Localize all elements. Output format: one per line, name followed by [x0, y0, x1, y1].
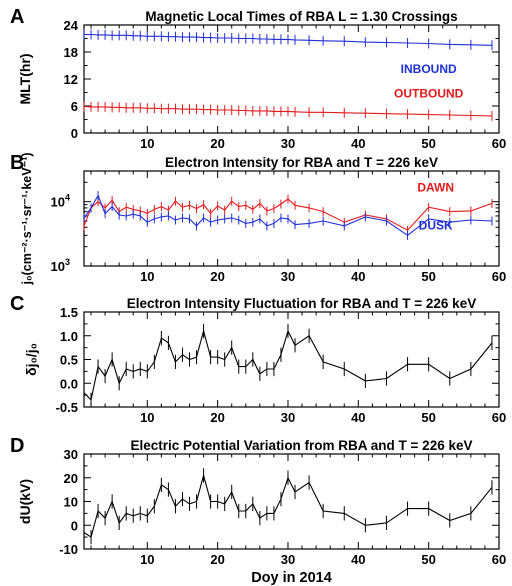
panel-letter: D [10, 435, 24, 457]
y-tick-label: 103 [51, 257, 70, 274]
x-tick-label: 50 [421, 136, 435, 151]
plot-frame [83, 311, 500, 408]
panel-letter: A [10, 6, 24, 28]
x-tick-label: 50 [421, 410, 435, 425]
y-axis-label: dU(kV) [17, 479, 33, 524]
y-tick-label: 6 [71, 99, 78, 114]
panel-letter: C [10, 293, 24, 315]
x-tick-label: 50 [421, 269, 435, 284]
x-tick-label: 30 [281, 136, 295, 151]
y-tick-label: 10 [64, 495, 78, 510]
x-tick-label: 60 [492, 269, 506, 284]
x-tick-label: 20 [210, 136, 224, 151]
legend-label: DUSK [419, 218, 453, 232]
y-tick-label: 0 [71, 126, 78, 141]
y-tick-label: 20 [64, 471, 78, 486]
x-tick-label: 60 [492, 552, 506, 567]
plot-frame [83, 453, 500, 550]
y-axis-label: MLT(hr) [17, 53, 33, 104]
legend-label: OUTBOUND [394, 86, 464, 100]
y-tick-label: 0 [71, 518, 78, 533]
y-tick-base: 10 [51, 195, 65, 210]
x-tick-label: 30 [281, 552, 295, 567]
legend-label: DAWN [417, 180, 454, 194]
y-tick-label: 1.0 [60, 329, 78, 344]
y-tick-label: 30 [64, 447, 78, 462]
panel-a: A Magnetic Local Times of RBA L = 1.30 Cr… [10, 6, 506, 151]
x-axis-label: Doy in 2014 [251, 570, 332, 586]
x-tick-label: 40 [351, 552, 365, 567]
x-tick-label: 30 [281, 269, 295, 284]
y-tick-label: 24 [64, 18, 79, 33]
series-inbound [83, 29, 493, 51]
y-tick-exp: 4 [65, 193, 70, 203]
x-tick-label: 20 [210, 269, 224, 284]
chart-title: Electron Intensity for RBA and T = 226 k… [165, 155, 438, 170]
chart-title: Magnetic Local Times of RBA L = 1.30 Cro… [145, 9, 457, 24]
x-tick-label: 10 [140, 552, 154, 567]
y-tick-label: 18 [64, 45, 78, 60]
x-tick-label: 60 [492, 136, 506, 151]
series-0 [83, 323, 493, 407]
series-0 [83, 468, 493, 545]
x-tick-label: 20 [210, 552, 224, 567]
x-tick-label: 20 [210, 410, 224, 425]
x-tick-label: 40 [351, 269, 365, 284]
plot-frame [83, 24, 500, 134]
x-tick-label: 10 [140, 136, 154, 151]
y-axis-label: δj₀/j₀ [23, 343, 39, 376]
x-tick-label: 60 [492, 410, 506, 425]
y-tick-exp: 3 [65, 257, 70, 267]
y-tick-label: -10 [59, 542, 78, 557]
x-tick-label: 40 [351, 136, 365, 151]
y-tick-label: 104 [51, 193, 70, 210]
y-tick-label: 1.5 [60, 305, 78, 320]
x-tick-label: 10 [140, 269, 154, 284]
panel-d: D Electric Potential Variation from RBA a… [10, 435, 506, 586]
chart-title: Electric Potential Variation from RBA an… [131, 438, 473, 453]
y-tick-label: -0.5 [56, 400, 78, 415]
x-tick-label: 50 [421, 552, 435, 567]
y-tick-label: 0.0 [60, 376, 78, 391]
x-tick-label: 10 [140, 410, 154, 425]
y-tick-label: 0.5 [60, 353, 78, 368]
panel-c: C Electron Intensity Fluctuation for RBA … [10, 293, 506, 425]
y-axis-label: j₀(cm⁻²·s⁻¹·sr⁻¹·keV⁻¹) [20, 152, 34, 285]
y-tick-label: 12 [64, 72, 78, 87]
chart-title: Electron Intensity Fluctuation for RBA a… [127, 296, 476, 311]
panel-letter: B [10, 152, 24, 174]
series-line [83, 328, 493, 402]
series-outbound [83, 101, 493, 121]
x-tick-label: 40 [351, 410, 365, 425]
y-tick-base: 10 [51, 259, 65, 274]
legend-label: INBOUND [401, 62, 457, 76]
x-tick-label: 30 [281, 410, 295, 425]
series-dusk [83, 191, 493, 240]
panel-b: B Electron Intensity for RBA and T = 226 … [10, 152, 506, 286]
